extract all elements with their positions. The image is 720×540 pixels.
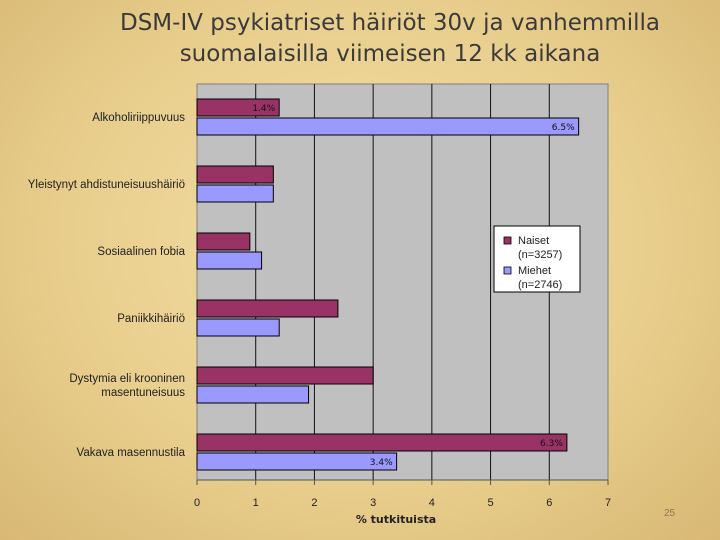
category-label: Alkoholiriippuvuus	[92, 112, 185, 124]
category-label: Vakava masennustila	[77, 447, 186, 459]
bar-miehet	[196, 184, 274, 203]
category-label: Sosiaalinen fobia	[97, 246, 185, 258]
slide-title: DSM-IV psykiatriset häiriöt 30v ja vanhe…	[60, 8, 720, 70]
data-label: 1.4%	[252, 104, 275, 114]
category-label: Yleistynyt ahdistuneisuushäiriö	[28, 179, 185, 191]
data-label: 6.3%	[540, 439, 563, 449]
bar-miehet	[196, 318, 280, 337]
x-tick-label: 4	[429, 497, 435, 509]
bar-miehet	[196, 452, 398, 471]
x-tick-label: 1	[253, 497, 259, 509]
x-tick-label: 0	[194, 497, 200, 509]
bar-miehet	[196, 251, 263, 270]
page-number: 25	[664, 508, 676, 519]
x-tick-label: 5	[488, 497, 494, 509]
title-line-1: DSM-IV psykiatriset häiriöt 30v ja vanhe…	[120, 10, 660, 36]
data-label: 3.4%	[370, 458, 393, 468]
x-tick-label: 2	[311, 497, 317, 509]
bar-naiset	[196, 433, 568, 452]
x-tick-label: 6	[546, 497, 552, 509]
x-axis-label: % tutkituista	[356, 513, 436, 526]
bar-naiset	[196, 98, 280, 117]
legend-label: Naiset	[518, 235, 549, 247]
legend-swatch-naiset	[503, 236, 512, 245]
category-label: Dystymia eli krooninen	[69, 373, 185, 385]
bar-naiset	[196, 299, 339, 318]
bar-naiset	[196, 232, 251, 251]
category-label: Paniikkihäiriö	[117, 313, 185, 325]
legend-note: (n=2746)	[518, 279, 562, 291]
bar-miehet	[196, 117, 580, 136]
bar-miehet	[196, 385, 310, 404]
bar-naiset	[196, 366, 374, 385]
legend-note: (n=3257)	[518, 249, 562, 261]
x-tick-label: 3	[370, 497, 376, 509]
x-tick-label: 7	[605, 497, 611, 509]
bar-naiset	[196, 165, 274, 184]
legend-label: Miehet	[518, 265, 551, 277]
category-label: masentuneisuus	[101, 387, 185, 399]
title-line-2: suomalaisilla viimeisen 12 kk aikana	[179, 41, 601, 67]
data-label: 6.5%	[552, 123, 575, 133]
legend-swatch-miehet	[503, 266, 512, 275]
